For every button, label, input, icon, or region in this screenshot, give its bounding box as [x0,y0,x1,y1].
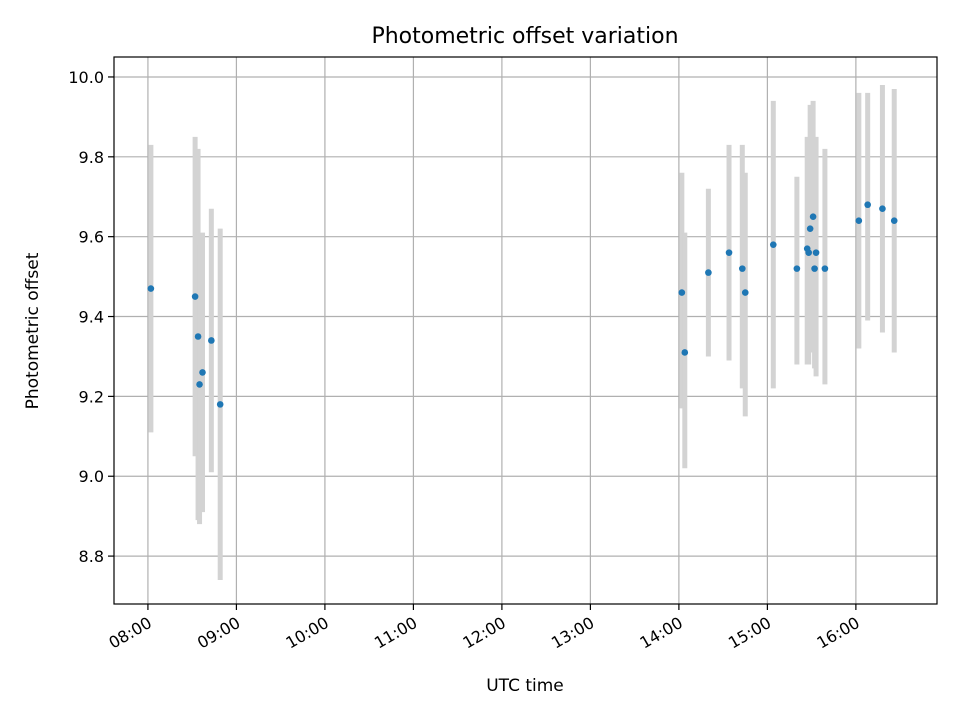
data-point [216,401,224,408]
data-point [805,249,812,256]
data-point [890,217,898,225]
data-point [208,337,215,344]
data-point [196,381,203,388]
error-bars [148,84,897,581]
x-tick-label: 10:00 [282,613,331,653]
y-tick-label: 9.8 [79,148,104,167]
chart-title: Photometric offset variation [371,24,678,49]
y-tick-label: 10.0 [68,68,104,87]
y-tick-label: 9.0 [79,467,104,486]
data-point [821,265,829,272]
data-point [811,265,818,272]
y-tick-label: 9.4 [79,308,104,327]
data-point [809,213,817,221]
x-tick-label: 12:00 [459,613,508,653]
data-point [806,225,814,232]
y-axis-ticks: 8.8 9.0 9.2 9.4 9.6 9.8 10.0 [68,68,114,566]
data-point [739,265,746,272]
data-point [769,241,777,248]
x-tick-label: 14:00 [636,613,685,653]
plot-frame [113,56,938,605]
x-tick-label: 11:00 [371,613,420,653]
data-point [864,201,871,209]
data-point [793,265,801,272]
grid [114,57,937,604]
data-point [855,217,863,225]
y-tick-label: 8.8 [79,547,104,566]
data-point [705,269,712,276]
x-axis-label: UTC time [486,676,564,696]
data-point [147,285,155,292]
x-tick-label: 08:00 [105,613,154,653]
data-point [812,249,820,256]
x-tick-label: 15:00 [725,613,774,653]
x-axis-ticks: 08:00 09:00 10:00 11:00 12:00 13:00 14:00 15:00… [105,604,863,653]
data-point [678,289,686,296]
x-tick-label: 09:00 [194,613,243,653]
data-point [194,333,202,340]
y-tick-label: 9.2 [79,387,104,406]
x-tick-label: 13:00 [548,613,597,653]
data-point [879,205,886,213]
data-point [191,293,199,300]
y-tick-label: 9.6 [79,228,104,247]
data-point [681,349,689,356]
data-point [741,289,749,296]
data-point [199,369,206,376]
x-tick-label: 16:00 [813,613,862,653]
data-points [147,201,898,408]
y-axis-label: Photometric offset [23,252,43,409]
data-point [725,249,733,256]
